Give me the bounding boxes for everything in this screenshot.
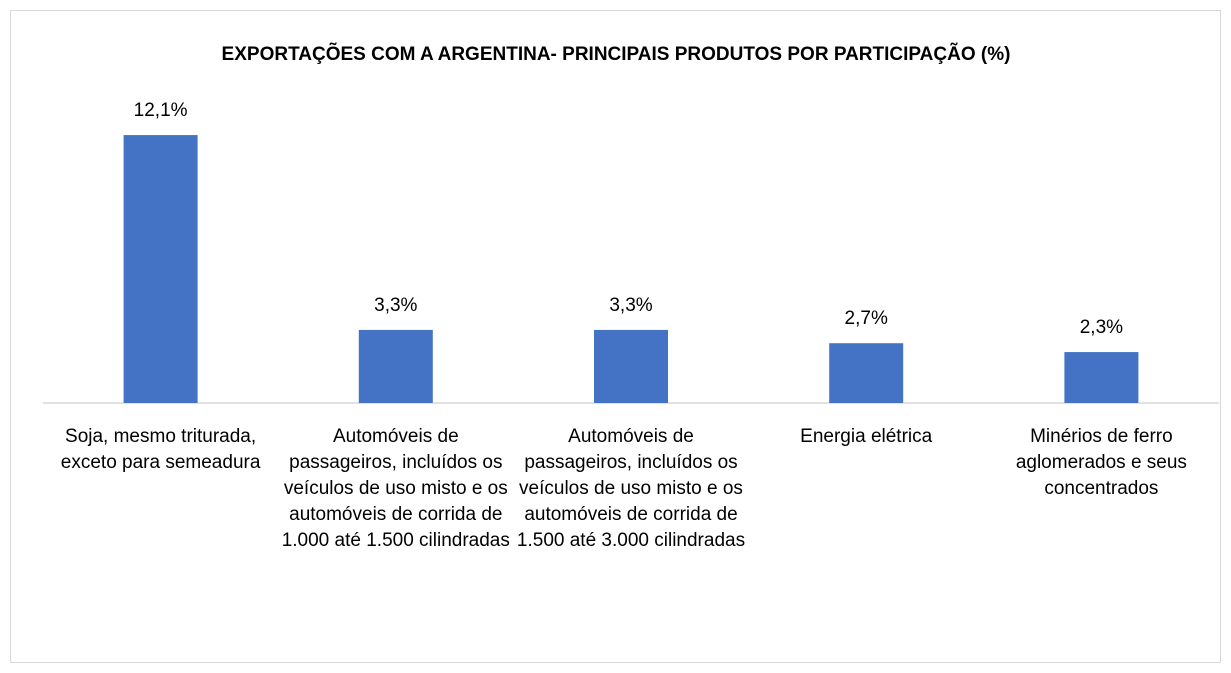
value-label: 2,3%	[1080, 317, 1123, 338]
bar	[594, 329, 668, 403]
bar	[1064, 352, 1139, 403]
bar	[829, 343, 904, 403]
value-label: 3,3%	[609, 295, 652, 316]
bar	[358, 329, 433, 403]
value-label: 2,7%	[845, 308, 888, 329]
x-tick-label: Energia elétrica	[800, 426, 933, 447]
chart-title: EXPORTAÇÕES COM A ARGENTINA- PRINCIPAIS …	[222, 43, 1011, 65]
x-tick-label: Soja, mesmo triturada, exceto para semea…	[60, 426, 261, 473]
bar	[123, 135, 198, 404]
value-label: 3,3%	[374, 295, 417, 316]
value-label: 12,1%	[134, 100, 188, 121]
x-tick-label: Automóveis de passageiros, incluídos os …	[516, 426, 746, 551]
x-tick-label: Automóveis de passageiros, incluídos os …	[281, 426, 510, 551]
x-tick-label: Minérios de ferro aglomerados e seus con…	[1015, 426, 1187, 499]
